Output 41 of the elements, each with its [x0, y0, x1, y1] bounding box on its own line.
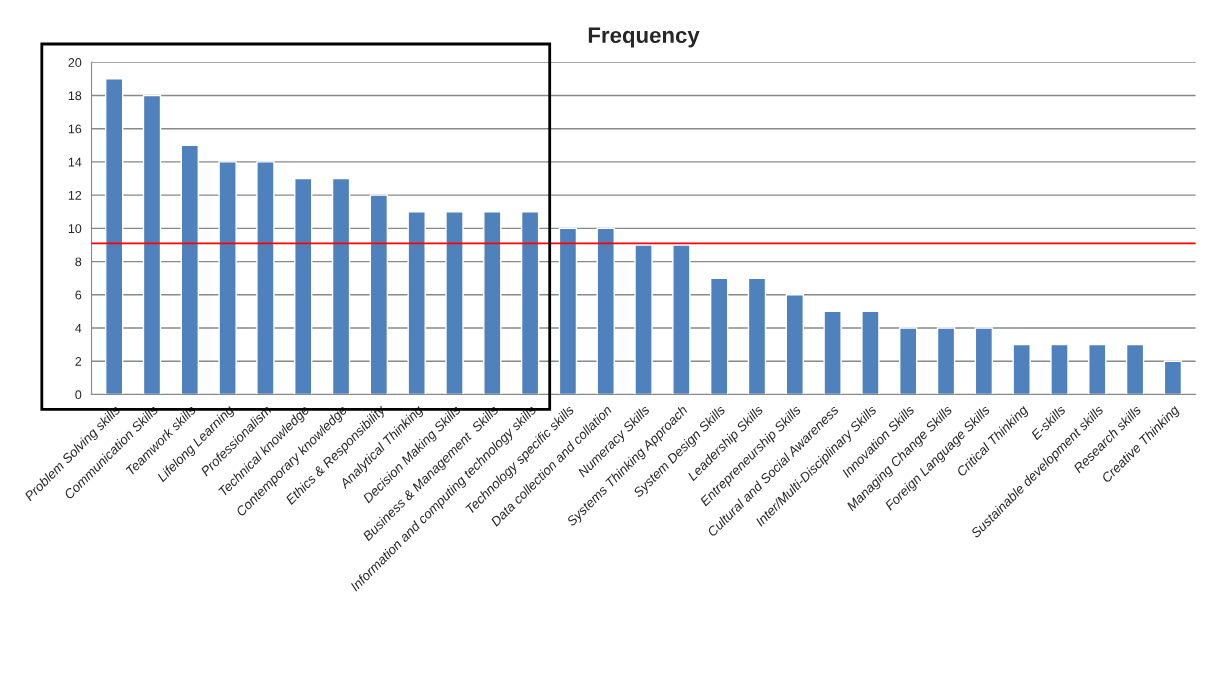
- bar: [709, 277, 729, 395]
- y-tick-label: 8: [75, 257, 82, 267]
- bar: [483, 211, 502, 395]
- bar: [1050, 343, 1069, 395]
- bar: [823, 310, 842, 395]
- bar: [294, 177, 313, 395]
- bar: [520, 211, 540, 395]
- y-tick-label: 16: [68, 124, 82, 134]
- bar: [445, 211, 464, 395]
- bar: [634, 244, 653, 395]
- bar: [1012, 343, 1031, 395]
- bar: [256, 161, 275, 395]
- bar: [558, 227, 578, 395]
- bar: [1125, 343, 1145, 395]
- bar: [596, 227, 615, 395]
- bar: [747, 277, 767, 395]
- bar: [861, 310, 880, 395]
- bar: [180, 144, 200, 395]
- bar: [974, 327, 994, 395]
- y-tick-label: 20: [68, 58, 82, 67]
- y-tick-label: 4: [75, 323, 82, 333]
- bar: [1163, 360, 1183, 395]
- y-tick-label: 0: [75, 390, 82, 400]
- bar: [899, 327, 918, 395]
- bar: [369, 194, 389, 395]
- y-tick-label: 10: [68, 224, 82, 234]
- bar: [331, 177, 351, 395]
- bar: [218, 161, 237, 395]
- y-tick-label: 18: [68, 91, 82, 101]
- bar: [1088, 343, 1107, 395]
- bar: [142, 94, 162, 395]
- y-tick-label: 14: [68, 157, 82, 167]
- bar: [936, 327, 956, 395]
- y-tick-label: 6: [75, 290, 82, 300]
- chart-title: Frequency: [588, 27, 700, 48]
- y-tick-label: 12: [68, 190, 82, 200]
- bar: [407, 211, 426, 395]
- bar: [672, 244, 691, 395]
- bar: [785, 294, 804, 395]
- y-tick-label: 2: [75, 357, 82, 366]
- bar: [104, 78, 124, 395]
